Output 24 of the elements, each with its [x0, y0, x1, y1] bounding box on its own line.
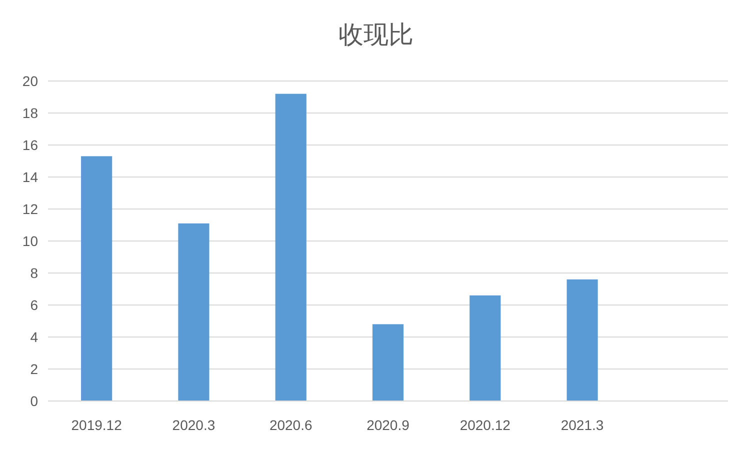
y-tick-label: 18	[22, 105, 38, 121]
chart-title: 收现比	[338, 21, 414, 49]
bar	[566, 279, 598, 401]
y-tick-label: 4	[30, 329, 38, 345]
x-tick-label: 2020.12	[460, 417, 511, 433]
y-tick-label: 12	[22, 201, 38, 217]
y-tick-label: 20	[22, 73, 38, 89]
bar	[470, 295, 501, 401]
bar	[81, 156, 112, 401]
y-tick-label: 2	[30, 361, 38, 377]
x-tick-label: 2020.9	[366, 417, 410, 433]
y-tick-label: 0	[30, 393, 38, 409]
x-tick-label: 2020.3	[172, 417, 216, 433]
y-tick-label: 8	[30, 265, 38, 281]
x-tick-label: 2019.12	[71, 417, 122, 433]
x-tick-label: 2020.6	[269, 417, 312, 433]
bar	[275, 94, 306, 401]
y-tick-label: 6	[30, 297, 38, 313]
x-tick-label: 2021.3	[560, 417, 604, 433]
y-tick-label: 16	[22, 137, 38, 153]
bar	[178, 223, 210, 401]
bar	[372, 324, 404, 401]
y-tick-label: 14	[22, 169, 38, 185]
y-tick-label: 10	[22, 233, 38, 249]
